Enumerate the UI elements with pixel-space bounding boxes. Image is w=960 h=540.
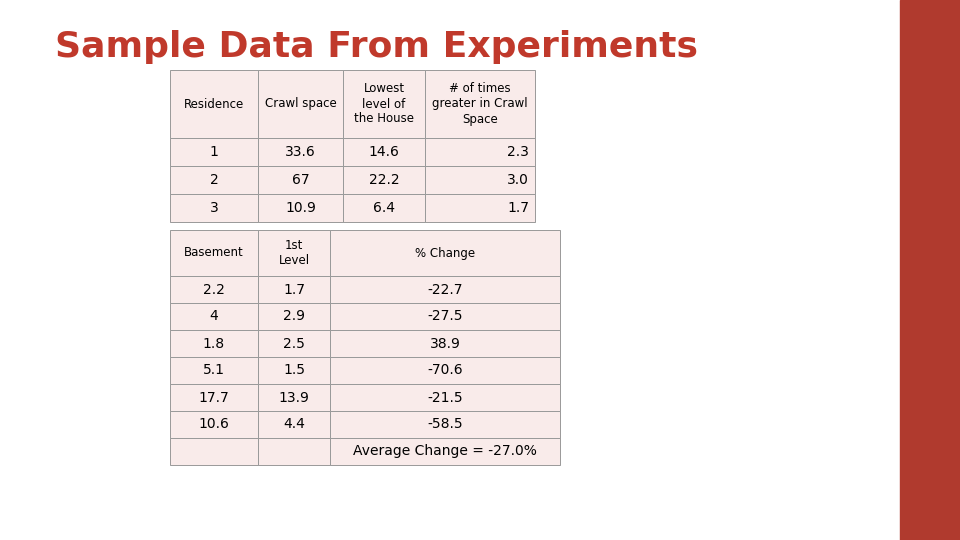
Text: Basement: Basement bbox=[184, 246, 244, 260]
Bar bbox=[170, 166, 258, 194]
Bar bbox=[425, 138, 535, 166]
Text: 2.2: 2.2 bbox=[204, 282, 225, 296]
Bar bbox=[170, 384, 258, 411]
Bar bbox=[170, 138, 258, 166]
Bar bbox=[258, 411, 330, 438]
Bar bbox=[425, 194, 535, 222]
Bar bbox=[258, 357, 330, 384]
Text: 1st
Level: 1st Level bbox=[278, 239, 309, 267]
Text: 33.6: 33.6 bbox=[285, 145, 316, 159]
Bar bbox=[343, 166, 425, 194]
Text: -21.5: -21.5 bbox=[427, 390, 463, 404]
Bar bbox=[170, 276, 258, 303]
Bar bbox=[258, 194, 343, 222]
Bar bbox=[330, 276, 560, 303]
Bar bbox=[425, 166, 535, 194]
Bar bbox=[258, 138, 343, 166]
Bar bbox=[330, 330, 560, 357]
Text: 2.5: 2.5 bbox=[283, 336, 305, 350]
Bar bbox=[258, 438, 330, 465]
Text: % Change: % Change bbox=[415, 246, 475, 260]
Bar bbox=[330, 384, 560, 411]
Text: 4: 4 bbox=[209, 309, 218, 323]
Text: 1.7: 1.7 bbox=[283, 282, 305, 296]
Bar bbox=[258, 330, 330, 357]
Bar bbox=[343, 70, 425, 138]
Text: -70.6: -70.6 bbox=[427, 363, 463, 377]
Bar bbox=[170, 230, 258, 276]
Bar bbox=[170, 411, 258, 438]
Text: 2.3: 2.3 bbox=[507, 145, 529, 159]
Text: Residence: Residence bbox=[184, 98, 244, 111]
Text: 1: 1 bbox=[209, 145, 219, 159]
Text: 17.7: 17.7 bbox=[199, 390, 229, 404]
Bar bbox=[170, 194, 258, 222]
Text: 13.9: 13.9 bbox=[278, 390, 309, 404]
Text: 14.6: 14.6 bbox=[369, 145, 399, 159]
Text: 22.2: 22.2 bbox=[369, 173, 399, 187]
Bar bbox=[330, 438, 560, 465]
Bar bbox=[258, 303, 330, 330]
Text: 3.0: 3.0 bbox=[507, 173, 529, 187]
Bar bbox=[258, 70, 343, 138]
Bar bbox=[258, 276, 330, 303]
Bar bbox=[343, 138, 425, 166]
Text: 1.7: 1.7 bbox=[507, 201, 529, 215]
Text: 4.4: 4.4 bbox=[283, 417, 305, 431]
Text: -22.7: -22.7 bbox=[427, 282, 463, 296]
Text: Crawl space: Crawl space bbox=[265, 98, 336, 111]
Text: 10.9: 10.9 bbox=[285, 201, 316, 215]
Bar bbox=[330, 357, 560, 384]
Bar bbox=[258, 384, 330, 411]
Bar bbox=[343, 194, 425, 222]
Bar bbox=[170, 303, 258, 330]
Text: 1.8: 1.8 bbox=[203, 336, 225, 350]
Bar bbox=[900, 0, 960, 540]
Text: Lowest
level of
the House: Lowest level of the House bbox=[354, 83, 414, 125]
Text: 2.9: 2.9 bbox=[283, 309, 305, 323]
Text: -27.5: -27.5 bbox=[427, 309, 463, 323]
Bar bbox=[170, 330, 258, 357]
Bar bbox=[330, 411, 560, 438]
Text: 67: 67 bbox=[292, 173, 309, 187]
Bar bbox=[425, 70, 535, 138]
Text: # of times
greater in Crawl
Space: # of times greater in Crawl Space bbox=[432, 83, 528, 125]
Bar bbox=[258, 230, 330, 276]
Text: -58.5: -58.5 bbox=[427, 417, 463, 431]
Bar bbox=[170, 70, 258, 138]
Text: 3: 3 bbox=[209, 201, 218, 215]
Text: 5.1: 5.1 bbox=[203, 363, 225, 377]
Bar bbox=[330, 303, 560, 330]
Text: 2: 2 bbox=[209, 173, 218, 187]
Text: 38.9: 38.9 bbox=[429, 336, 461, 350]
Text: Average Change = -27.0%: Average Change = -27.0% bbox=[353, 444, 537, 458]
Bar bbox=[170, 357, 258, 384]
Bar bbox=[258, 166, 343, 194]
Bar bbox=[170, 438, 258, 465]
Text: 6.4: 6.4 bbox=[373, 201, 395, 215]
Text: Sample Data From Experiments: Sample Data From Experiments bbox=[55, 30, 698, 64]
Text: 1.5: 1.5 bbox=[283, 363, 305, 377]
Text: 10.6: 10.6 bbox=[199, 417, 229, 431]
Bar bbox=[330, 230, 560, 276]
